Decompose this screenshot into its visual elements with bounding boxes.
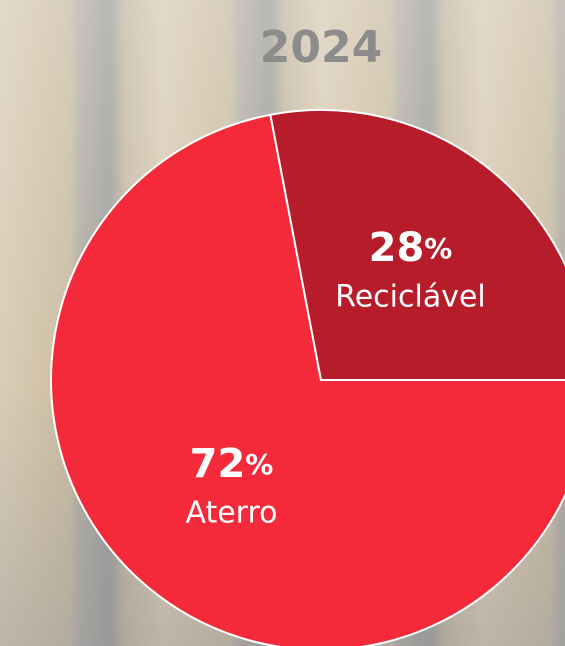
value-label: 72%: [190, 441, 274, 487]
value-number: 28: [369, 225, 425, 271]
value-suffix: %: [245, 448, 273, 481]
category-label: Aterro: [185, 496, 277, 531]
category-label: Reciclável: [335, 279, 486, 314]
chart-title: 2024: [260, 22, 382, 73]
pie-slice: [50, 113, 565, 646]
value-label: 28%: [369, 225, 453, 271]
value-number: 72: [190, 441, 246, 487]
pie-slice: [269, 109, 565, 381]
value-suffix: %: [424, 232, 452, 265]
